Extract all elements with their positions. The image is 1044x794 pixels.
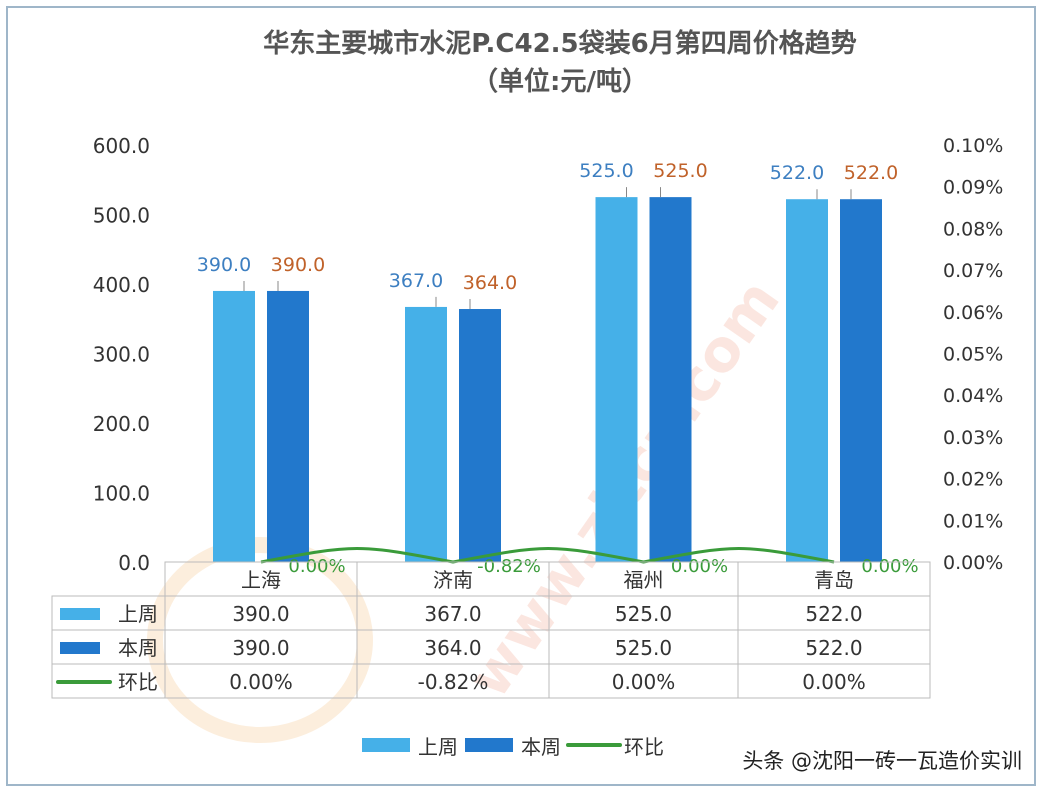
bar-data-label: 390.0 bbox=[197, 254, 251, 276]
y-right-tick-label: 0.07% bbox=[943, 260, 1003, 282]
y-left-tick-label: 400.0 bbox=[93, 273, 150, 297]
y-left-tick-label: 500.0 bbox=[93, 204, 150, 228]
table-series-name: 本周 bbox=[118, 636, 158, 660]
y-right-tick-label: 0.01% bbox=[943, 510, 1003, 532]
table-value: 522.0 bbox=[805, 636, 862, 660]
bar-this-week bbox=[840, 199, 882, 562]
y-right-tick-label: 0.00% bbox=[943, 552, 1003, 574]
legend-swatch bbox=[362, 738, 410, 752]
bar-last-week bbox=[595, 197, 638, 562]
y-right-tick-label: 0.03% bbox=[943, 427, 1003, 449]
y-right-tick-label: 0.04% bbox=[943, 385, 1003, 407]
bar-data-label: 364.0 bbox=[463, 272, 517, 294]
table-value: 0.00% bbox=[229, 670, 293, 694]
bar-data-label: 525.0 bbox=[579, 160, 633, 182]
y-right-tick-label: 0.05% bbox=[943, 344, 1003, 366]
bar-last-week bbox=[786, 199, 828, 562]
table-value: 525.0 bbox=[615, 602, 672, 626]
bar-data-label: 390.0 bbox=[271, 254, 325, 276]
table-value: 364.0 bbox=[424, 636, 481, 660]
legend-swatch bbox=[465, 738, 513, 752]
y-left-tick-label: 300.0 bbox=[93, 343, 150, 367]
y-left-tick-label: 100.0 bbox=[93, 482, 150, 506]
line-data-label: 0.00% bbox=[671, 556, 728, 577]
table-value: 367.0 bbox=[424, 602, 481, 626]
table-legend-swatch bbox=[60, 642, 100, 654]
bar-data-label: 525.0 bbox=[653, 160, 707, 182]
table-category-label: 福州 bbox=[624, 568, 664, 592]
table-cell bbox=[737, 663, 931, 699]
bar-last-week bbox=[213, 290, 255, 562]
table-value: 390.0 bbox=[232, 602, 289, 626]
bar-last-week bbox=[405, 306, 447, 562]
watermark-logo-mark bbox=[147, 537, 373, 743]
y-left-tick-label: 200.0 bbox=[93, 412, 150, 436]
table-value: 0.00% bbox=[802, 670, 866, 694]
line-data-label: -0.82% bbox=[477, 556, 541, 577]
table-value: -0.82% bbox=[418, 670, 489, 694]
table-category-label: 济南 bbox=[433, 568, 473, 592]
bar-this-week bbox=[649, 197, 692, 562]
chart-frame bbox=[6, 6, 1036, 786]
bar-this-week bbox=[459, 309, 501, 562]
y-left-tick-label: 0.0 bbox=[118, 551, 150, 575]
y-right-tick-label: 0.09% bbox=[943, 177, 1003, 199]
legend-label: 本周 bbox=[521, 735, 561, 759]
table-value: 390.0 bbox=[232, 636, 289, 660]
y-right-tick-label: 0.08% bbox=[943, 218, 1003, 240]
credit-text: 头条 @沈阳一砖一瓦造价实训 bbox=[742, 749, 1022, 773]
bar-data-label: 522.0 bbox=[770, 162, 824, 184]
bar-data-label: 367.0 bbox=[389, 270, 443, 292]
y-left-tick-label: 600.0 bbox=[93, 134, 150, 158]
table-value: 0.00% bbox=[612, 670, 676, 694]
chart-title: 华东主要城市水泥P.C42.5袋装6月第四周价格趋势 bbox=[263, 28, 856, 59]
line-data-label: 0.00% bbox=[288, 556, 345, 577]
chart-subtitle: （单位:元/吨） bbox=[472, 66, 648, 97]
line-data-label: 0.00% bbox=[861, 556, 918, 577]
y-right-tick-label: 0.06% bbox=[943, 302, 1003, 324]
table-value: 522.0 bbox=[805, 602, 862, 626]
line-series-huanbi bbox=[260, 547, 835, 564]
table-series-name: 上周 bbox=[118, 602, 158, 626]
y-right-tick-label: 0.10% bbox=[943, 135, 1003, 157]
table-series-name: 环比 bbox=[118, 670, 158, 694]
table-legend-swatch bbox=[60, 608, 100, 620]
legend-label: 上周 bbox=[418, 735, 458, 759]
bar-this-week bbox=[267, 290, 309, 562]
table-category-label: 青岛 bbox=[814, 568, 854, 592]
bar-data-label: 522.0 bbox=[844, 162, 898, 184]
table-value: 525.0 bbox=[615, 636, 672, 660]
table-category-label: 上海 bbox=[241, 568, 281, 592]
y-right-tick-label: 0.02% bbox=[943, 469, 1003, 491]
legend-label: 环比 bbox=[624, 735, 664, 759]
